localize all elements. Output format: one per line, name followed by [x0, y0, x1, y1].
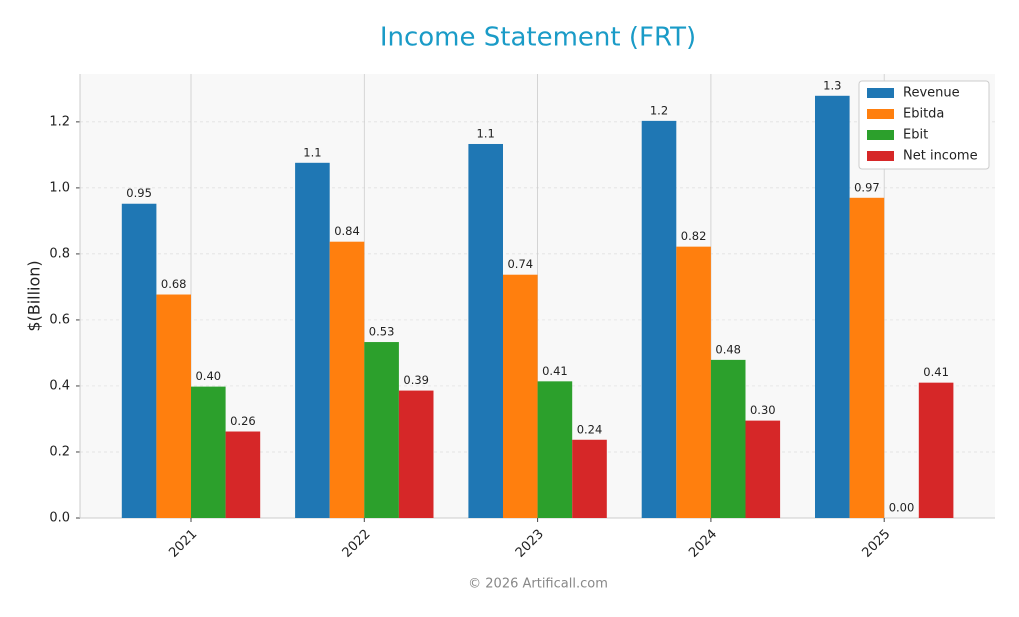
y-tick-label: 1.0 — [49, 180, 70, 195]
y-tick-label: 1.2 — [49, 114, 70, 129]
legend-swatch — [867, 130, 894, 140]
bar — [364, 342, 399, 518]
bar — [815, 95, 850, 519]
value-label: 0.39 — [403, 373, 429, 387]
x-tick-label: 2025 — [859, 527, 893, 561]
legend-label: Ebit — [903, 128, 928, 143]
y-tick-label: 0.8 — [49, 246, 70, 261]
y-tick-label: 0.4 — [49, 378, 70, 393]
value-label: 0.74 — [507, 257, 533, 271]
y-tick-label: 0.6 — [49, 312, 70, 327]
y-axis-label: $(Billion) — [25, 260, 44, 331]
value-label: 0.26 — [230, 414, 256, 428]
bar — [295, 162, 330, 519]
value-label: 0.84 — [334, 224, 360, 238]
legend-label: Revenue — [903, 86, 960, 101]
bar — [468, 143, 503, 518]
x-tick-label: 2021 — [166, 527, 200, 561]
value-label: 0.41 — [542, 364, 568, 378]
legend-swatch — [867, 151, 894, 161]
x-tick-label: 2022 — [340, 527, 374, 561]
bar — [849, 197, 885, 519]
legend-box — [858, 80, 990, 170]
legend-swatch — [867, 88, 894, 98]
value-label: 0.41 — [923, 365, 949, 379]
bar — [398, 390, 434, 518]
chart-title: Income Statement (FRT) — [380, 23, 696, 53]
value-label: 1.3 — [823, 78, 841, 92]
y-tick-label: 0.2 — [49, 444, 70, 459]
value-label: 0.68 — [161, 277, 187, 291]
value-label: 0.48 — [715, 342, 741, 356]
value-label: 1.1 — [477, 126, 495, 140]
bar — [329, 241, 365, 518]
value-label: 0.40 — [195, 369, 221, 383]
x-tick-label: 2024 — [686, 527, 720, 561]
value-label: 0.82 — [681, 229, 707, 243]
bar — [572, 439, 607, 518]
bar — [503, 274, 538, 518]
value-label: 0.95 — [126, 186, 152, 200]
bar — [710, 359, 746, 518]
bar — [641, 120, 677, 518]
bar — [225, 431, 261, 518]
bar — [745, 420, 781, 518]
legend-label: Net income — [903, 149, 978, 164]
bar — [676, 246, 711, 519]
value-label: 0.00 — [889, 501, 915, 515]
bar — [918, 382, 954, 518]
y-tick-label: 0.0 — [49, 511, 70, 526]
legend-label: Ebitda — [903, 107, 944, 122]
bar — [537, 381, 573, 518]
bar — [191, 386, 226, 518]
value-label: 0.53 — [369, 325, 395, 339]
footer: © 2026 Artificall.com — [468, 577, 608, 592]
x-tick-label: 2023 — [513, 527, 547, 561]
value-label: 0.24 — [577, 422, 603, 436]
bar — [121, 203, 157, 518]
value-label: 1.2 — [650, 103, 668, 117]
legend-swatch — [867, 109, 894, 119]
value-label: 0.30 — [750, 403, 776, 417]
bar — [156, 294, 191, 518]
value-label: 1.1 — [303, 145, 321, 159]
value-label: 0.97 — [854, 180, 880, 194]
